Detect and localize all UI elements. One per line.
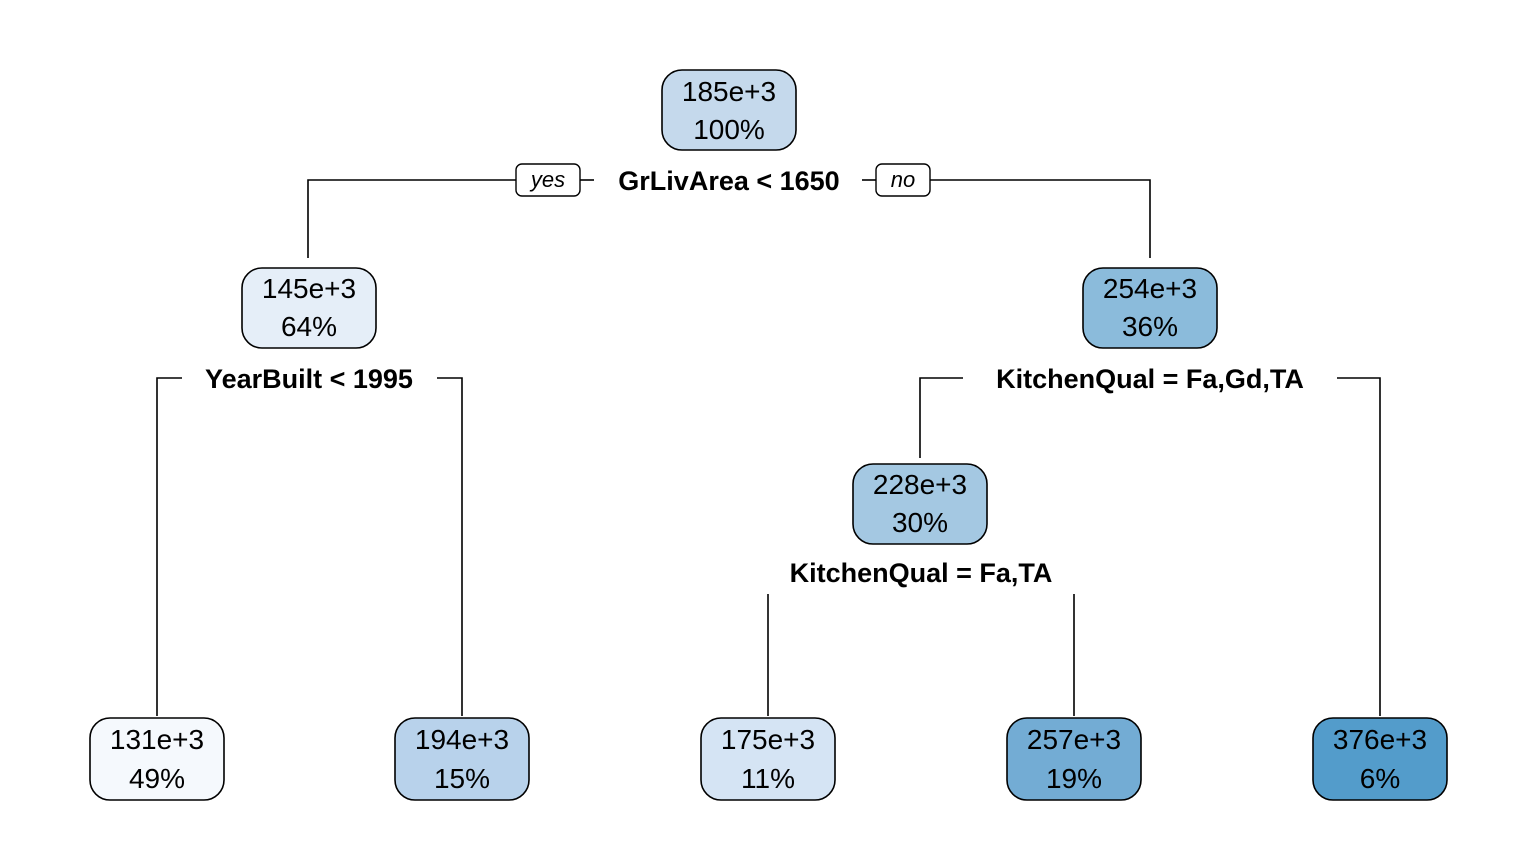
- edge-n2-left: [156, 377, 182, 716]
- node-percent: 100%: [693, 114, 765, 145]
- edge-root-right: [930, 179, 1151, 258]
- no-branch-tag: no: [875, 163, 931, 197]
- no-tag-label: no: [891, 167, 915, 192]
- node-box: [241, 267, 377, 349]
- leaf-node-5: 376e+3 6%: [1312, 717, 1448, 801]
- edge-n2-right: [437, 377, 463, 716]
- node-value: 376e+3: [1333, 724, 1427, 755]
- node-box: [1006, 717, 1142, 801]
- tree-edges: [156, 179, 1381, 716]
- leaf-node-3: 175e+3 11%: [700, 717, 836, 801]
- leaf-node-1: 131e+3 49%: [89, 717, 225, 801]
- node-percent: 19%: [1046, 763, 1102, 794]
- leaf-node-4: 257e+3 19%: [1006, 717, 1142, 801]
- edge-root-left: [307, 179, 516, 258]
- leaf-node-2: 194e+3 15%: [394, 717, 530, 801]
- node-value: 131e+3: [110, 724, 204, 755]
- node-value: 194e+3: [415, 724, 509, 755]
- node-percent: 15%: [434, 763, 490, 794]
- node-value: 257e+3: [1027, 724, 1121, 755]
- node-percent: 36%: [1122, 311, 1178, 342]
- node-n6: 228e+3 30%: [852, 463, 988, 545]
- node-percent: 30%: [892, 507, 948, 538]
- node-percent: 64%: [281, 311, 337, 342]
- node-root: 185e+3 100%: [661, 69, 797, 151]
- node-box: [1082, 267, 1218, 349]
- edge-n3-right: [1337, 377, 1381, 716]
- edge-n3-left: [919, 377, 963, 458]
- node-box: [700, 717, 836, 801]
- node-box: [661, 69, 797, 151]
- node-value: 185e+3: [682, 76, 776, 107]
- no-tag-box: [875, 163, 931, 197]
- node-percent: 11%: [741, 763, 795, 794]
- yes-branch-tag: yes: [515, 163, 581, 197]
- node-percent: 6%: [1360, 763, 1400, 794]
- node-box: [852, 463, 988, 545]
- node-n3: 254e+3 36%: [1082, 267, 1218, 349]
- node-box: [394, 717, 530, 801]
- node-box: [89, 717, 225, 801]
- node-box: [1312, 717, 1448, 801]
- node-percent: 49%: [129, 763, 185, 794]
- split-label-n6: KitchenQual = Fa,TA: [790, 558, 1053, 588]
- split-label-n3: KitchenQual = Fa,Gd,TA: [996, 364, 1304, 394]
- yes-tag-label: yes: [529, 167, 565, 192]
- node-n2: 145e+3 64%: [241, 267, 377, 349]
- node-value: 228e+3: [873, 469, 967, 500]
- split-label-n2: YearBuilt < 1995: [205, 364, 413, 394]
- split-labels: GrLivArea < 1650 YearBuilt < 1995 Kitche…: [205, 166, 1304, 588]
- split-label-root: GrLivArea < 1650: [618, 166, 839, 196]
- node-value: 145e+3: [262, 273, 356, 304]
- node-value: 254e+3: [1103, 273, 1197, 304]
- node-value: 175e+3: [721, 724, 815, 755]
